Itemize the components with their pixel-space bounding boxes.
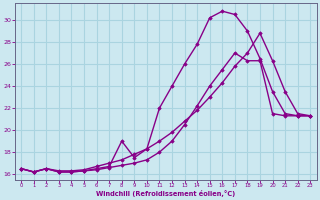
X-axis label: Windchill (Refroidissement éolien,°C): Windchill (Refroidissement éolien,°C) [96, 190, 236, 197]
